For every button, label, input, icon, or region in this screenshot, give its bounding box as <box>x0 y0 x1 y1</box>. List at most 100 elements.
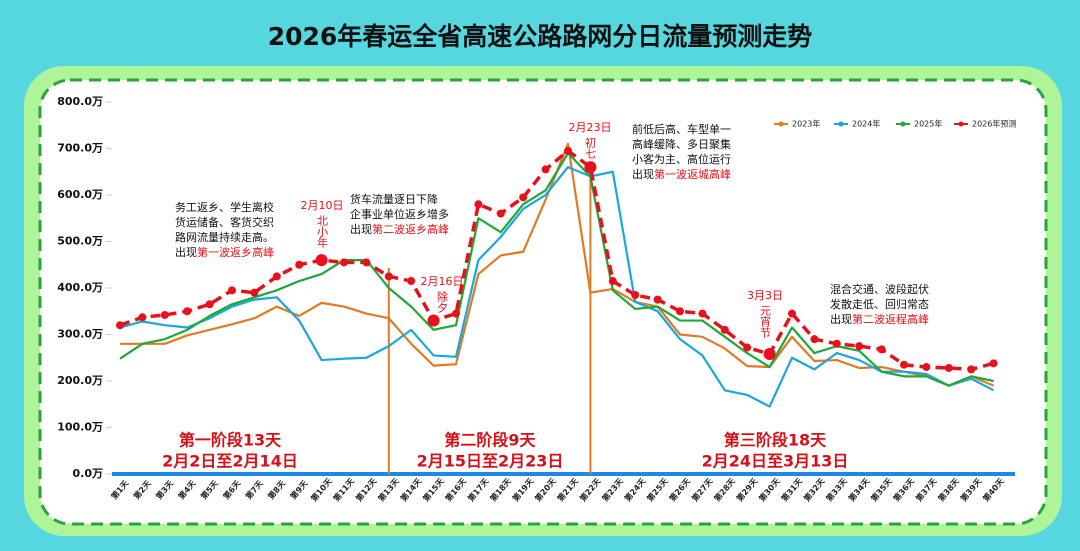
point <box>564 146 572 155</box>
annotation: 小客为主、高位运行 <box>632 152 731 166</box>
series-line <box>119 152 994 387</box>
y-tick-label: 400.0万 <box>57 281 103 294</box>
point <box>452 309 460 318</box>
annotation: 货运储备、客货交织 <box>175 215 274 229</box>
annotation: 务工返乡、学生离校 <box>175 200 274 214</box>
y-tick-label: 0.0万 <box>73 467 104 480</box>
annotation: 混合交通、波段起伏 <box>830 282 929 296</box>
point <box>967 365 976 374</box>
legend-swatch <box>958 121 964 127</box>
point <box>362 258 371 267</box>
point <box>295 260 304 269</box>
annotation-prefix: 出现 <box>632 167 654 181</box>
holiday-name: 北小年 <box>316 215 329 248</box>
point <box>250 288 259 297</box>
holiday-name: 初七 <box>584 136 597 159</box>
point <box>315 254 328 267</box>
series-line <box>119 166 995 408</box>
point <box>763 348 776 361</box>
y-tick-label: 100.0万 <box>57 421 103 434</box>
point <box>989 359 998 368</box>
point <box>832 339 841 348</box>
point <box>228 286 236 295</box>
annotation: 出现第一波返乡高峰 <box>175 245 274 259</box>
point <box>900 360 908 369</box>
holiday-date: 2月16日 <box>421 275 464 288</box>
y-tick-label: 600.0万 <box>57 188 103 201</box>
annotation-highlight: 第二波返乡高峰 <box>372 222 449 236</box>
point <box>407 277 416 286</box>
annotation-prefix: 出现 <box>175 245 197 259</box>
legend-label: 2025年 <box>914 119 942 129</box>
holiday-name: 元宵节 <box>759 305 772 338</box>
phase-range: 2月15日至2月23日 <box>417 452 564 471</box>
point <box>541 165 550 174</box>
y-tick-label: 300.0万 <box>57 328 103 341</box>
annotation: 货车流量逐日下降 <box>350 192 438 206</box>
holiday-date: 3月3日 <box>747 289 783 302</box>
point <box>855 342 864 351</box>
point <box>160 310 169 319</box>
y-tick-label: 700.0万 <box>57 142 103 155</box>
annotation: 前低后高、车型单一 <box>632 122 731 136</box>
phase-range: 2月24日至3月13日 <box>702 452 849 471</box>
series-line <box>119 149 995 372</box>
chart-title: 2026年春运全省高速公路路网分日流量预测走势 <box>268 22 813 51</box>
point <box>810 335 819 344</box>
point <box>743 343 752 352</box>
point <box>944 363 953 372</box>
legend-swatch <box>900 121 906 127</box>
inner-panel <box>38 78 1048 526</box>
point <box>698 309 707 318</box>
holiday-date: 2月10日 <box>301 199 344 212</box>
phase-name: 第三阶段18天 <box>724 431 827 450</box>
annotation-highlight: 第二波返程高峰 <box>852 312 929 326</box>
annotation: 发散走低、回归常态 <box>830 297 929 311</box>
annotation: 高峰缓降、多日聚集 <box>632 137 731 151</box>
holiday-date: 2月23日 <box>569 121 612 134</box>
point <box>205 300 214 309</box>
point <box>427 314 440 327</box>
annotation: 路网流量持续走高。 <box>175 230 274 244</box>
point <box>272 272 281 281</box>
y-tick-label: 500.0万 <box>57 235 103 248</box>
point <box>138 313 147 322</box>
point <box>788 309 796 318</box>
point <box>340 258 348 267</box>
point <box>631 290 640 299</box>
y-tick-label: 800.0万 <box>57 95 103 108</box>
annotation-prefix: 出现 <box>830 312 852 326</box>
legend-swatch <box>838 121 844 127</box>
point <box>922 363 931 372</box>
point <box>608 277 617 286</box>
point <box>183 307 192 316</box>
annotation-prefix: 出现 <box>350 222 372 236</box>
point <box>474 200 483 209</box>
point <box>877 345 886 354</box>
annotation-highlight: 第一波返城高峰 <box>654 167 731 181</box>
annotation: 出现第一波返城高峰 <box>632 167 731 181</box>
point <box>653 295 662 304</box>
phase-name: 第一阶段13天 <box>179 431 282 450</box>
point <box>720 325 729 334</box>
legend-label: 2024年 <box>852 119 880 129</box>
point <box>384 272 393 281</box>
point <box>519 193 528 202</box>
point <box>496 209 505 218</box>
point <box>584 161 597 174</box>
legend-swatch <box>778 121 784 127</box>
annotation: 出现第二波返程高峰 <box>830 312 929 326</box>
annotation-highlight: 第一波返乡高峰 <box>197 245 274 259</box>
legend-label: 2026年预测 <box>972 119 1016 129</box>
phase-range: 2月2日至2月14日 <box>162 452 298 471</box>
legend-label: 2023年 <box>792 119 820 129</box>
holiday-name: 除夕 <box>436 290 449 314</box>
y-tick-label: 200.0万 <box>57 374 103 387</box>
annotation: 出现第二波返乡高峰 <box>350 222 449 236</box>
annotation: 企事业单位返乡增多 <box>350 207 449 221</box>
phase-name: 第二阶段9天 <box>444 431 536 450</box>
point <box>116 321 124 330</box>
point <box>676 307 684 316</box>
